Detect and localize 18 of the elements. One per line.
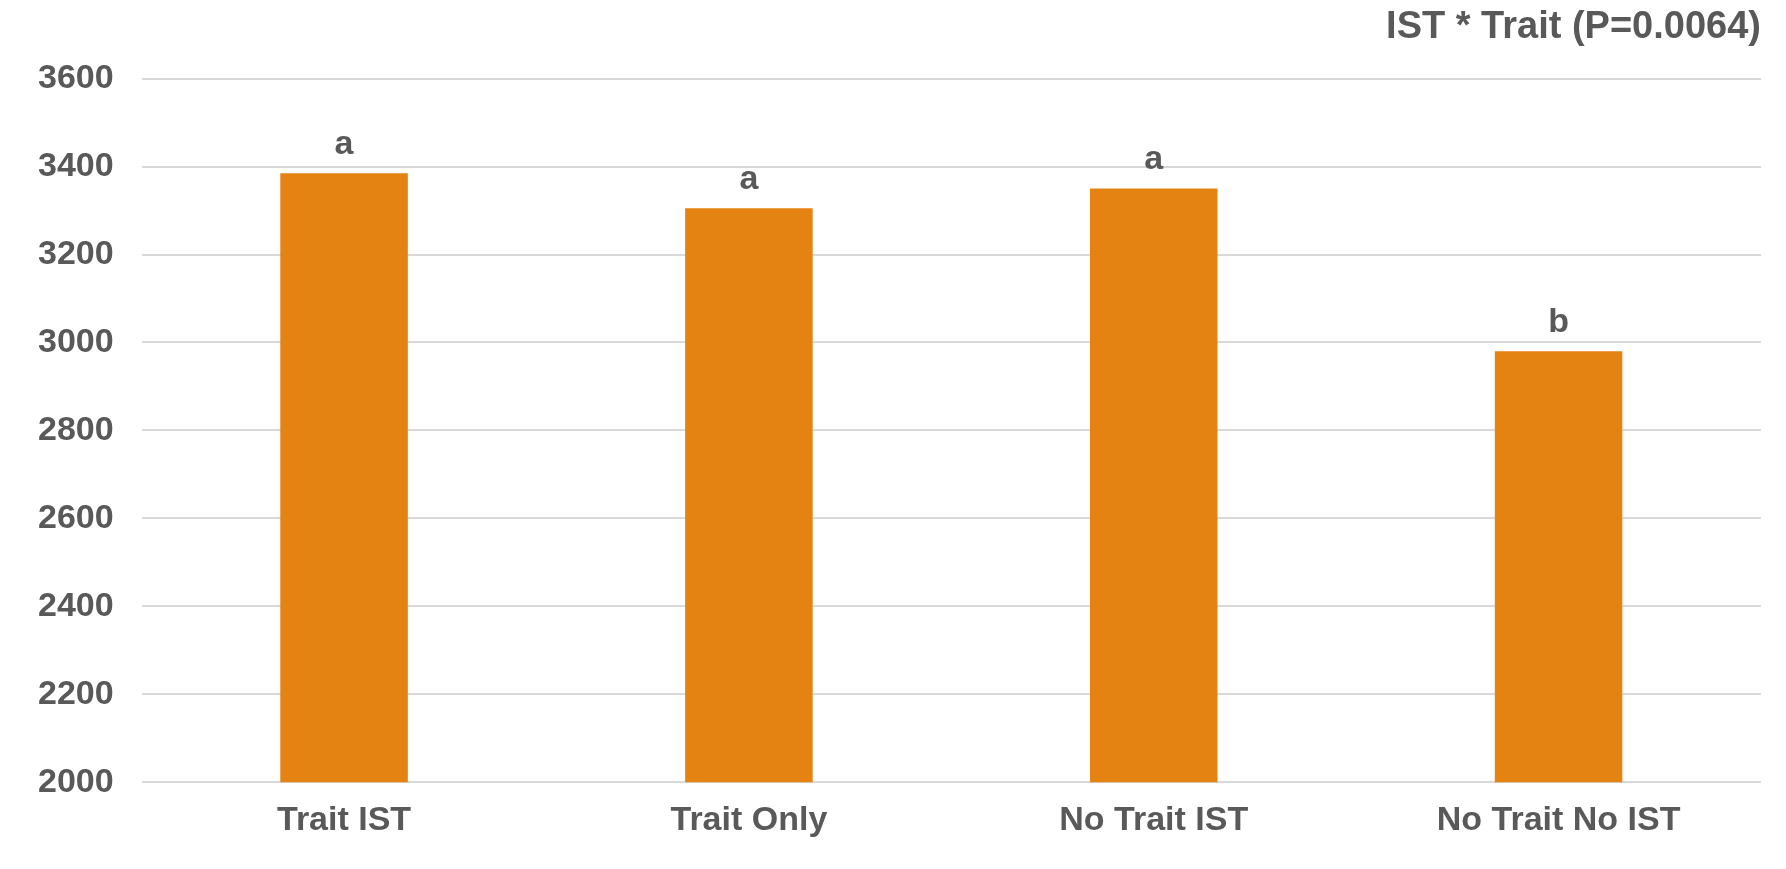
annotation: b (1548, 300, 1569, 339)
y-tick-label: 2000 (38, 760, 114, 799)
y-tick-label: 2200 (38, 672, 114, 711)
y-tick-label: 2600 (38, 496, 114, 535)
x-tick-label: Trait IST (276, 798, 412, 837)
y-tick-label: 3400 (38, 144, 114, 183)
annotation: a (334, 122, 355, 161)
chart-title: IST * Trait (P=0.0064) (1386, 4, 1761, 47)
x-tick-label: No Trait IST (1059, 798, 1249, 837)
x-tick-label: Trait Only (670, 798, 828, 837)
annotation: a (739, 157, 760, 196)
annotation: a (1144, 137, 1165, 176)
y-tick-label: 3000 (38, 320, 114, 359)
y-tick-label: 2400 (38, 584, 114, 623)
y-tick-label: 3600 (38, 56, 114, 95)
y-tick-label: 3200 (38, 232, 114, 271)
x-tick-label: No Trait No IST (1436, 798, 1681, 837)
y-tick-label: 2800 (38, 408, 114, 447)
